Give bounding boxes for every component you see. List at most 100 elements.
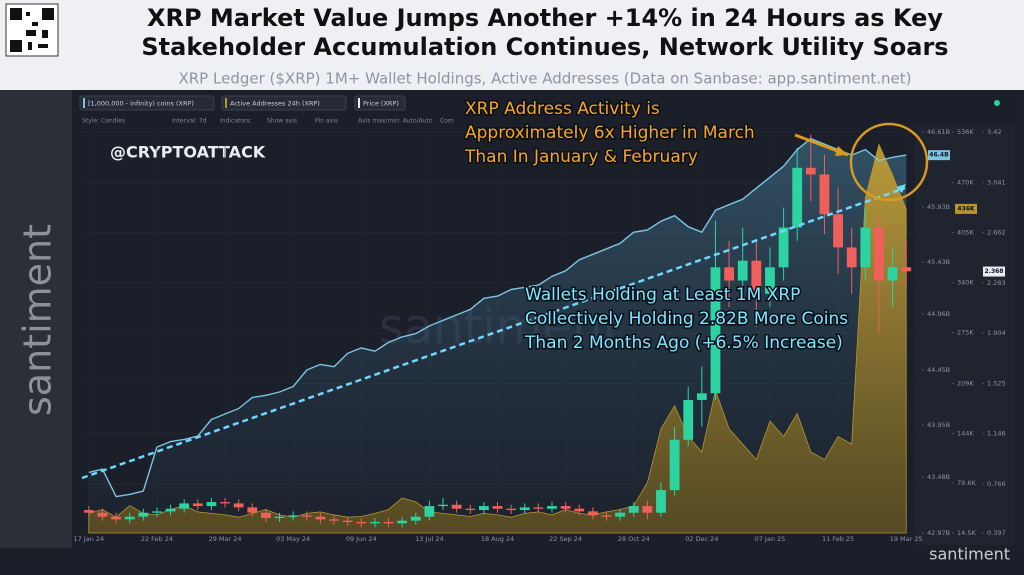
candle-body: [587, 511, 598, 516]
last-value-tag: [928, 150, 950, 161]
candle-body: [860, 227, 871, 268]
candle-body: [274, 516, 285, 519]
x-tick-label: 18 Aug 24: [481, 535, 514, 543]
corner-logo: santiment: [929, 545, 1010, 564]
candle-body: [628, 506, 639, 513]
setting[interactable]: Com: [440, 118, 454, 125]
candle-body: [179, 503, 190, 509]
line-fill: [88, 138, 907, 533]
candle-body: [369, 521, 380, 524]
metric-chip[interactable]: [221, 95, 347, 111]
x-tick-label: 29 Mar 24: [209, 535, 242, 543]
axis-panel: [915, 125, 1015, 545]
trend-line: [81, 186, 906, 480]
y-tick-label: 79.6K: [957, 479, 976, 487]
candle-body: [247, 507, 258, 513]
candle-body: [397, 520, 408, 524]
metric-label[interactable]: Price (XRP): [363, 100, 399, 108]
x-tick-label: 13 Jul 24: [415, 535, 444, 543]
footer-band: [0, 548, 1024, 575]
subtitle: XRP Ledger ($XRP) 1M+ Wallet Holdings, A…: [178, 70, 911, 88]
candle-body: [737, 260, 748, 281]
y-tick-label: 340K: [957, 279, 974, 287]
trend-arrow: [896, 184, 906, 193]
setting[interactable]: Show axis: [267, 118, 297, 125]
setting[interactable]: Pin axis: [315, 118, 338, 125]
candle-body: [329, 519, 339, 521]
candle-body: [465, 508, 476, 511]
x-tick-label: 02 Dec 24: [685, 535, 718, 543]
x-tick-label: 09 Jun 24: [346, 535, 377, 543]
candle-body: [492, 506, 503, 509]
toolbar: [1,000,000 - infinity) coins (XRP) Active…: [79, 95, 454, 125]
candle-body: [424, 506, 435, 517]
last-value-label: 46.4B: [929, 152, 949, 159]
y-tick-label: 0.766: [987, 480, 1006, 488]
metric-chip[interactable]: [79, 95, 215, 111]
candle-body: [683, 399, 694, 440]
candle-body: [669, 439, 680, 491]
candle-body: [478, 506, 489, 511]
x-tick-label: 11 Feb 25: [822, 535, 854, 543]
setting[interactable]: Interval: 7d: [172, 118, 207, 125]
last-value-label: 2.368: [985, 268, 1004, 275]
candle-body: [765, 267, 775, 294]
metric-label[interactable]: Active Addresses 24h (XRP): [230, 100, 320, 108]
candle-body: [724, 267, 734, 281]
candle-body: [778, 227, 789, 268]
y-tick-label: 405K: [957, 229, 974, 237]
candle-body: [165, 508, 176, 512]
x-tick-label: 07 Jan 25: [755, 535, 786, 543]
metric-color: [358, 98, 360, 108]
annotation-line: Approximately 6x Higher in March: [465, 123, 755, 143]
y-tick-label: 44.96B: [927, 310, 950, 318]
metric-color: [225, 98, 227, 108]
x-tick-label: 22 Sep 24: [549, 535, 582, 543]
candle-body: [833, 214, 843, 248]
candle-body: [901, 267, 912, 272]
setting[interactable]: Indicators:: [220, 118, 252, 125]
y-tick-label: 144K: [957, 429, 974, 437]
title-line: XRP Market Value Jumps Another +14% in 2…: [147, 4, 943, 32]
candle-body: [656, 490, 666, 513]
candle-body: [574, 508, 585, 512]
header-band: [0, 0, 1024, 90]
callout-arrowhead: [835, 146, 848, 156]
status-dot: [994, 100, 1000, 106]
candle-body: [356, 521, 367, 524]
qr-code: [5, 3, 59, 57]
candle-body: [601, 515, 612, 517]
candle-body: [261, 512, 271, 519]
x-tick-label: 28 Oct 24: [618, 535, 650, 543]
candle-body: [805, 167, 816, 175]
candle-body: [206, 502, 217, 507]
x-tick-label: 03 May 24: [276, 535, 310, 543]
candle-body: [138, 512, 149, 517]
handle: @CRYPTOATTACK: [110, 143, 266, 162]
candle-body: [547, 506, 557, 509]
y-tick-label: 46.61B: [927, 128, 950, 136]
setting[interactable]: Style: Candles: [82, 118, 125, 125]
y-tick-label: 536K: [957, 128, 974, 136]
metric-color: [83, 98, 85, 108]
y-tick-label: 45.43B: [927, 258, 950, 266]
y-tick-label: 45.93B: [927, 203, 950, 211]
candle-body: [560, 506, 571, 509]
area: [88, 143, 907, 534]
candle-body: [315, 516, 326, 520]
candle-body: [819, 174, 830, 215]
candle-body: [438, 504, 448, 507]
y-tick-label: 470K: [957, 179, 974, 187]
y-tick-label: 3.42: [987, 128, 1001, 136]
candle-body: [533, 507, 544, 509]
metric-chip[interactable]: [354, 95, 406, 111]
x-tick-label: 17 Jan 24: [73, 535, 104, 543]
y-tick-label: 1.146: [987, 430, 1006, 438]
setting[interactable]: Axis max/min: Auto/Auto: [358, 118, 433, 125]
candle-body: [615, 512, 626, 517]
candle-body: [874, 227, 884, 281]
annotation-line: Than In January & February: [464, 147, 698, 167]
side-watermark: santiment: [16, 224, 60, 416]
metric-label[interactable]: [1,000,000 - infinity) coins (XRP): [88, 100, 194, 108]
